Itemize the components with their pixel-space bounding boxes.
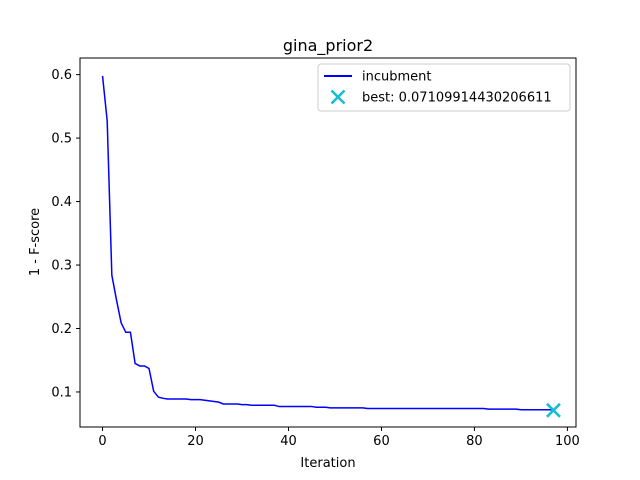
y-axis-label: 1 - F-score <box>28 208 43 276</box>
x-axis-label: Iteration <box>300 456 355 471</box>
axes: 0 20 40 60 80 100 0.1 0.2 0.3 0.4 0.5 0.6 <box>51 57 580 449</box>
legend-best-marker <box>330 89 346 105</box>
legend: incubment best: 0.07109914430206611 <box>317 63 571 112</box>
y-tick-label: 0.6 <box>51 68 72 83</box>
y-tick-label: 0.4 <box>51 195 72 210</box>
incumbent-series-line <box>101 75 554 411</box>
plot-area <box>101 75 561 418</box>
best-point-marker <box>546 402 561 418</box>
y-tick-label: 0.5 <box>51 132 72 147</box>
legend-best-marker-swatch <box>330 89 346 105</box>
y-tick-label: 0.3 <box>51 259 72 274</box>
x-tick-label: 100 <box>555 434 580 449</box>
y-tick-label: 0.1 <box>51 385 72 400</box>
y-tick-label: 0.2 <box>51 322 72 337</box>
legend-box <box>317 63 571 112</box>
chart-title: gina_prior2 <box>283 36 373 56</box>
legend-entry-best: best: 0.07109914430206611 <box>362 91 552 106</box>
x-tick-label: 0 <box>98 434 106 449</box>
x-tick-label: 20 <box>187 434 204 449</box>
legend-entry-incubment: incubment <box>362 70 432 85</box>
x-tick-label: 80 <box>466 434 483 449</box>
x-tick-label: 40 <box>280 434 297 449</box>
x-tick-label: 60 <box>373 434 390 449</box>
axes-frame <box>79 57 577 428</box>
